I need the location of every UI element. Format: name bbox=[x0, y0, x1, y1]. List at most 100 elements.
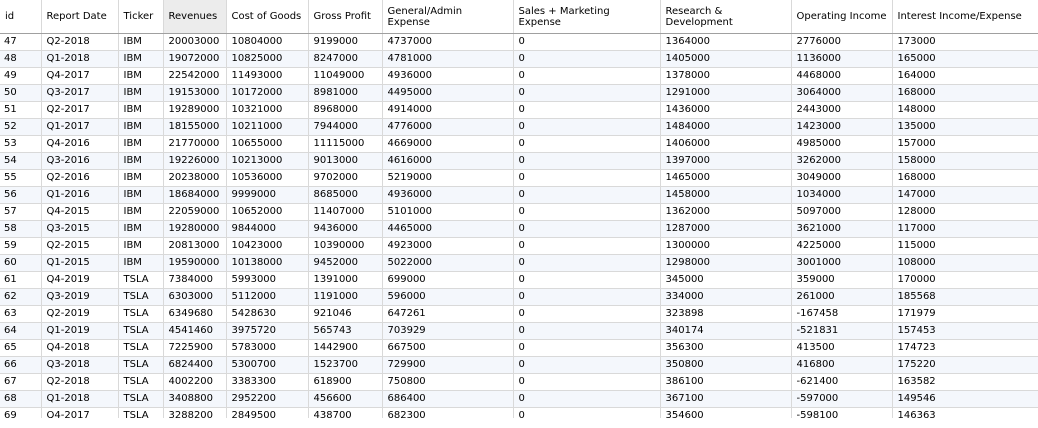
table-row[interactable]: 53 Q4-2016 IBM 21770000 10655000 11115000 4669… bbox=[0, 135, 1038, 153]
cell-sales-marketing-expense[interactable]: 0 bbox=[513, 322, 661, 340]
cell-interest-income-expense[interactable]: 174723 bbox=[892, 339, 1038, 357]
cell-id[interactable]: 64 bbox=[0, 322, 42, 340]
cell-gross-profit[interactable]: 8685000 bbox=[308, 186, 383, 204]
cell-sales-marketing-expense[interactable]: 0 bbox=[513, 50, 661, 68]
cell-ticker[interactable]: TSLA bbox=[118, 322, 164, 340]
cell-general-admin-expense[interactable]: 5101000 bbox=[382, 203, 514, 221]
cell-cost-of-goods[interactable]: 10172000 bbox=[226, 84, 309, 102]
cell-id[interactable]: 63 bbox=[0, 305, 42, 323]
cell-revenues[interactable]: 20238000 bbox=[163, 169, 227, 187]
cell-revenues[interactable]: 19289000 bbox=[163, 101, 227, 119]
cell-report-date[interactable]: Q4-2019 bbox=[41, 271, 119, 289]
table-row[interactable]: 59 Q2-2015 IBM 20813000 10423000 10390000 4923… bbox=[0, 237, 1038, 255]
column-header-operating-income[interactable]: Operating Income bbox=[791, 0, 893, 34]
cell-general-admin-expense[interactable]: 4495000 bbox=[382, 84, 514, 102]
cell-operating-income[interactable]: 5097000 bbox=[791, 203, 893, 221]
column-header-cost-of-goods[interactable]: Cost of Goods bbox=[226, 0, 309, 34]
cell-report-date[interactable]: Q2-2016 bbox=[41, 169, 119, 187]
cell-research-development[interactable]: 1287000 bbox=[660, 220, 792, 238]
cell-general-admin-expense[interactable]: 4914000 bbox=[382, 101, 514, 119]
cell-revenues[interactable]: 22542000 bbox=[163, 67, 227, 85]
cell-research-development[interactable]: 1458000 bbox=[660, 186, 792, 204]
table-row[interactable]: 55 Q2-2016 IBM 20238000 10536000 9702000 52190… bbox=[0, 169, 1038, 187]
cell-operating-income[interactable]: 4985000 bbox=[791, 135, 893, 153]
column-header-sales-marketing-expense[interactable]: Sales + Marketing Expense bbox=[513, 0, 661, 34]
cell-research-development[interactable]: 1364000 bbox=[660, 33, 792, 51]
cell-ticker[interactable]: TSLA bbox=[118, 373, 164, 391]
cell-ticker[interactable]: IBM bbox=[118, 50, 164, 68]
cell-ticker[interactable]: IBM bbox=[118, 220, 164, 238]
cell-ticker[interactable]: IBM bbox=[118, 169, 164, 187]
cell-revenues[interactable]: 19590000 bbox=[163, 254, 227, 272]
cell-revenues[interactable]: 18684000 bbox=[163, 186, 227, 204]
cell-operating-income[interactable]: 3621000 bbox=[791, 220, 893, 238]
cell-ticker[interactable]: TSLA bbox=[118, 339, 164, 357]
cell-id[interactable]: 47 bbox=[0, 33, 42, 51]
cell-id[interactable]: 54 bbox=[0, 152, 42, 170]
cell-operating-income[interactable]: -167458 bbox=[791, 305, 893, 323]
cell-id[interactable]: 51 bbox=[0, 101, 42, 119]
table-row[interactable]: 48 Q1-2018 IBM 19072000 10825000 8247000 47810… bbox=[0, 50, 1038, 68]
cell-operating-income[interactable]: 3001000 bbox=[791, 254, 893, 272]
cell-report-date[interactable]: Q3-2015 bbox=[41, 220, 119, 238]
cell-cost-of-goods[interactable]: 10211000 bbox=[226, 118, 309, 136]
cell-cost-of-goods[interactable]: 10138000 bbox=[226, 254, 309, 272]
cell-gross-profit[interactable]: 1442900 bbox=[308, 339, 383, 357]
cell-ticker[interactable]: IBM bbox=[118, 118, 164, 136]
cell-cost-of-goods[interactable]: 10423000 bbox=[226, 237, 309, 255]
cell-gross-profit[interactable]: 11115000 bbox=[308, 135, 383, 153]
cell-general-admin-expense[interactable]: 5022000 bbox=[382, 254, 514, 272]
cell-general-admin-expense[interactable]: 4737000 bbox=[382, 33, 514, 51]
cell-operating-income[interactable]: -597000 bbox=[791, 390, 893, 408]
cell-revenues[interactable]: 18155000 bbox=[163, 118, 227, 136]
cell-interest-income-expense[interactable]: 148000 bbox=[892, 101, 1038, 119]
cell-general-admin-expense[interactable]: 729900 bbox=[382, 356, 514, 374]
cell-revenues[interactable]: 19280000 bbox=[163, 220, 227, 238]
cell-research-development[interactable]: 1298000 bbox=[660, 254, 792, 272]
cell-research-development[interactable]: 367100 bbox=[660, 390, 792, 408]
cell-interest-income-expense[interactable]: 170000 bbox=[892, 271, 1038, 289]
cell-cost-of-goods[interactable]: 10825000 bbox=[226, 50, 309, 68]
cell-sales-marketing-expense[interactable]: 0 bbox=[513, 101, 661, 119]
cell-id[interactable]: 56 bbox=[0, 186, 42, 204]
cell-gross-profit[interactable]: 7944000 bbox=[308, 118, 383, 136]
cell-gross-profit[interactable]: 456600 bbox=[308, 390, 383, 408]
cell-general-admin-expense[interactable]: 4936000 bbox=[382, 186, 514, 204]
cell-operating-income[interactable]: 1423000 bbox=[791, 118, 893, 136]
cell-id[interactable]: 67 bbox=[0, 373, 42, 391]
cell-report-date[interactable]: Q4-2018 bbox=[41, 339, 119, 357]
cell-research-development[interactable]: 1484000 bbox=[660, 118, 792, 136]
cell-cost-of-goods[interactable]: 10804000 bbox=[226, 33, 309, 51]
column-header-report-date[interactable]: Report Date bbox=[41, 0, 119, 34]
table-row[interactable]: 67 Q2-2018 TSLA 4002200 3383300 618900 750800 0… bbox=[0, 373, 1038, 391]
cell-cost-of-goods[interactable]: 5112000 bbox=[226, 288, 309, 306]
cell-ticker[interactable]: IBM bbox=[118, 67, 164, 85]
cell-revenues[interactable]: 4002200 bbox=[163, 373, 227, 391]
cell-cost-of-goods[interactable]: 2952200 bbox=[226, 390, 309, 408]
cell-revenues[interactable]: 6824400 bbox=[163, 356, 227, 374]
cell-report-date[interactable]: Q2-2018 bbox=[41, 373, 119, 391]
cell-report-date[interactable]: Q1-2015 bbox=[41, 254, 119, 272]
cell-operating-income[interactable]: -621400 bbox=[791, 373, 893, 391]
cell-research-development[interactable]: 334000 bbox=[660, 288, 792, 306]
cell-ticker[interactable]: IBM bbox=[118, 152, 164, 170]
cell-sales-marketing-expense[interactable]: 0 bbox=[513, 33, 661, 51]
cell-ticker[interactable]: IBM bbox=[118, 33, 164, 51]
cell-revenues[interactable]: 4541460 bbox=[163, 322, 227, 340]
table-row[interactable]: 57 Q4-2015 IBM 22059000 10652000 11407000 5101… bbox=[0, 203, 1038, 221]
cell-gross-profit[interactable]: 11049000 bbox=[308, 67, 383, 85]
cell-research-development[interactable]: 356300 bbox=[660, 339, 792, 357]
table-row[interactable]: 51 Q2-2017 IBM 19289000 10321000 8968000 49140… bbox=[0, 101, 1038, 119]
cell-general-admin-expense[interactable]: 4465000 bbox=[382, 220, 514, 238]
cell-sales-marketing-expense[interactable]: 0 bbox=[513, 152, 661, 170]
cell-interest-income-expense[interactable]: 173000 bbox=[892, 33, 1038, 51]
cell-general-admin-expense[interactable]: 647261 bbox=[382, 305, 514, 323]
cell-id[interactable]: 49 bbox=[0, 67, 42, 85]
cell-research-development[interactable]: 340174 bbox=[660, 322, 792, 340]
cell-operating-income[interactable]: 1034000 bbox=[791, 186, 893, 204]
table-row[interactable]: 60 Q1-2015 IBM 19590000 10138000 9452000 50220… bbox=[0, 254, 1038, 272]
cell-general-admin-expense[interactable]: 4776000 bbox=[382, 118, 514, 136]
cell-interest-income-expense[interactable]: 157000 bbox=[892, 135, 1038, 153]
cell-report-date[interactable]: Q1-2018 bbox=[41, 390, 119, 408]
cell-sales-marketing-expense[interactable]: 0 bbox=[513, 271, 661, 289]
